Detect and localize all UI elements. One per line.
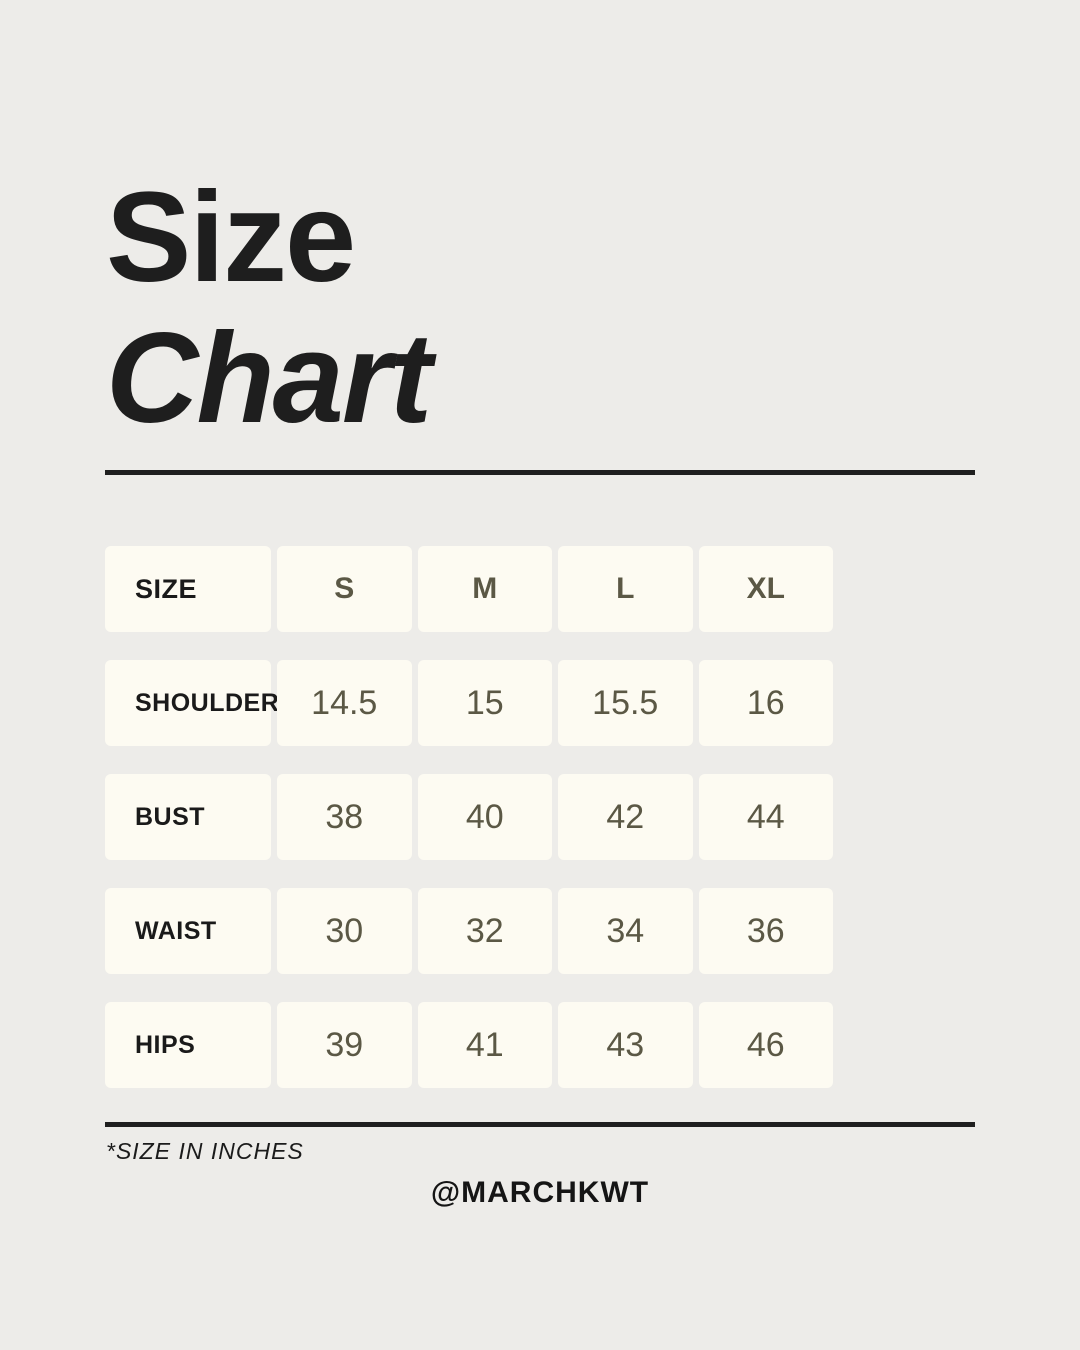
cell-shoulder-m: 15 [417,660,552,746]
header-cell-l: L [558,546,693,632]
row-label-hips: HIPS [105,1002,271,1088]
header-cell-m: M [417,546,552,632]
cell-shoulder-l: 15.5 [558,660,693,746]
row-label-waist: WAIST [105,888,271,974]
cell-shoulder-s: 14.5 [277,660,412,746]
brand-handle: @MARCHKWT [430,1176,650,1209]
page-title-word-chart: Chart [106,306,432,450]
cell-hips-m: 41 [417,1002,552,1088]
row-label-shoulder: SHOULDER [105,660,279,746]
cell-bust-xl: 44 [698,774,833,860]
cell-hips-xl: 46 [698,1002,833,1088]
cell-shoulder-xl: 16 [698,660,833,746]
cell-waist-s: 30 [277,888,412,974]
header-cell-size: SIZE [105,546,271,632]
row-label-bust: BUST [105,774,271,860]
cell-waist-m: 32 [417,888,552,974]
cell-bust-s: 38 [277,774,412,860]
page-title-word-size: Size [106,166,356,309]
page-title: Size Chart [106,166,432,450]
cell-bust-m: 40 [417,774,552,860]
size-table: SIZE S M L XL SHOULDER 14.5 15 15.5 16 B… [105,546,833,1088]
header-cell-s: S [277,546,412,632]
cell-bust-l: 42 [558,774,693,860]
cell-waist-xl: 36 [698,888,833,974]
divider-top [105,470,975,475]
divider-bottom [105,1122,975,1127]
cell-hips-s: 39 [277,1002,412,1088]
cell-waist-l: 34 [558,888,693,974]
header-cell-xl: XL [698,546,833,632]
cell-hips-l: 43 [558,1002,693,1088]
size-unit-note: *SIZE IN INCHES [106,1138,304,1164]
